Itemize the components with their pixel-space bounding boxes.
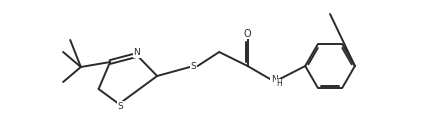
Text: N: N [133, 48, 140, 57]
Text: S: S [118, 102, 124, 111]
Text: O: O [244, 29, 251, 39]
Text: N: N [271, 75, 278, 84]
Text: H: H [276, 79, 282, 88]
Text: S: S [190, 61, 196, 70]
